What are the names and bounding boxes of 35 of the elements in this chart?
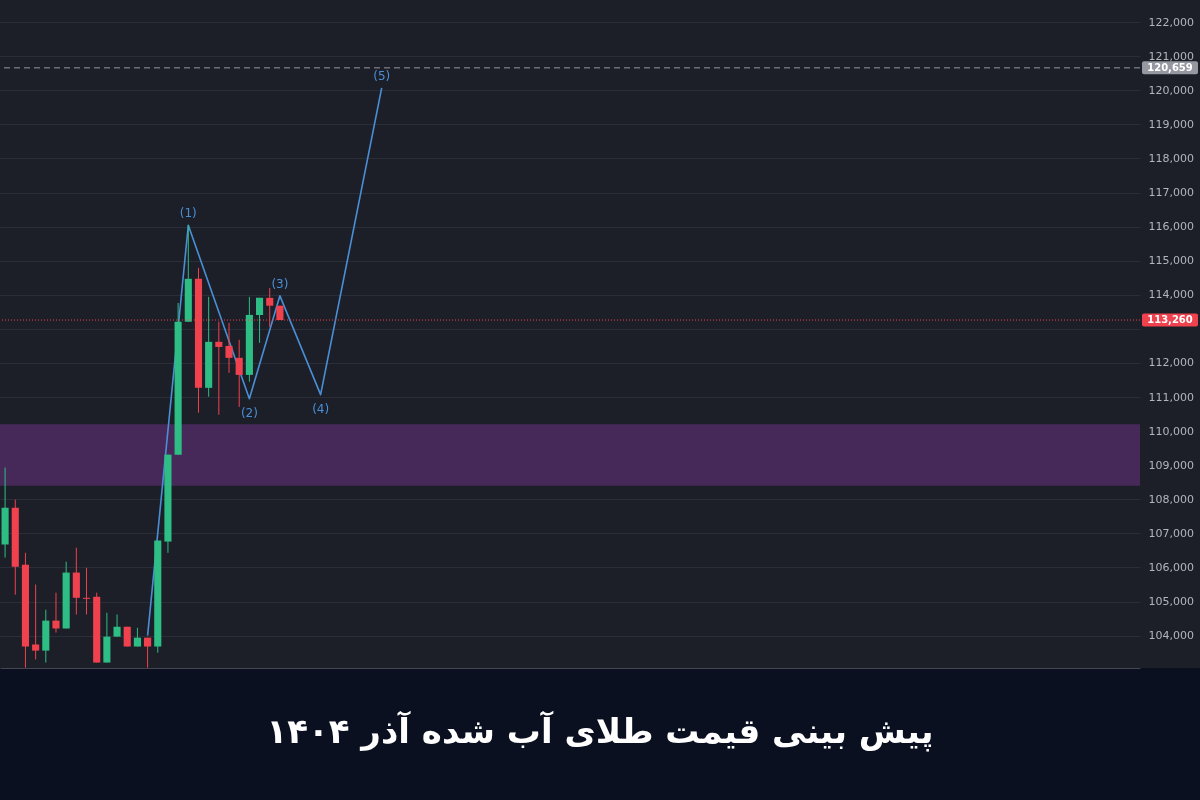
- ref-line-label: 113,260: [1147, 314, 1193, 326]
- y-tick-label: 111,000: [1148, 390, 1194, 404]
- y-tick-label: 107,000: [1148, 526, 1194, 540]
- candlestick: [235, 339, 243, 408]
- y-tick-label: 118,000: [1148, 151, 1194, 165]
- text: پیش بینی قیمت طلای آب شده آذر ۱۴۰۴: [266, 710, 934, 753]
- y-tick-label: 104,000: [1148, 629, 1194, 643]
- ref-line-label: 120,659: [1147, 61, 1193, 73]
- candlestick: [52, 592, 60, 634]
- candlestick: [82, 567, 91, 615]
- y-tick-label: 119,000: [1148, 117, 1194, 131]
- y-tick-label: 112,000: [1148, 356, 1194, 370]
- y-tick-label: 105,000: [1148, 595, 1194, 609]
- y-tick-label: 108,000: [1148, 492, 1194, 506]
- candlestick: [225, 322, 233, 374]
- y-tick-label: 120,000: [1148, 83, 1194, 97]
- y-tick-label: 121,000: [1148, 49, 1194, 63]
- candlestick: [133, 627, 141, 648]
- annotation: (4): [312, 401, 330, 416]
- y-tick-label: 109,000: [1148, 458, 1194, 472]
- y-tick-label: 116,000: [1148, 220, 1194, 234]
- annotation: (5): [373, 68, 391, 83]
- y-tick-label: 117,000: [1148, 186, 1194, 200]
- y-tick-label: 122,000: [1148, 15, 1194, 29]
- y-tick-label: 110,000: [1148, 424, 1194, 438]
- candlestick: [255, 297, 264, 344]
- annotation: (3): [271, 276, 289, 291]
- candlestick: [32, 584, 40, 660]
- y-tick-label: 106,000: [1148, 560, 1194, 574]
- candlestick: [113, 613, 121, 638]
- y-tick-label: 115,000: [1148, 254, 1194, 268]
- y-tick-label: 114,000: [1148, 288, 1194, 302]
- annotation: (2): [240, 405, 258, 420]
- annotation: (1): [179, 206, 197, 221]
- candlestick: [144, 637, 152, 669]
